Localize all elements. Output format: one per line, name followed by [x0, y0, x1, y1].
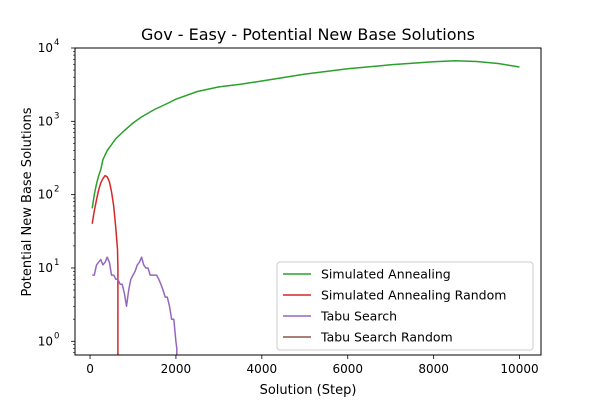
y-tick-exponent-1: 1 — [54, 258, 59, 268]
y-tick-exponent-0: 0 — [54, 331, 59, 341]
y-tick-label-4: 10 — [38, 41, 53, 55]
legend: Simulated Annealing Simulated Annealing R… — [276, 261, 534, 351]
x-tick-label-4: 8000 — [418, 362, 449, 376]
series-line-1 — [91, 174, 119, 355]
x-axis-label: Solution (Step) — [260, 383, 357, 398]
y-axis-label: Potential New Base Solutions — [20, 107, 35, 296]
x-tick-label-1: 2000 — [161, 362, 192, 376]
y-tick-label-0: 10 — [38, 334, 53, 348]
legend-label-0: Simulated Annealing — [321, 267, 451, 282]
y-tick-label-2: 10 — [38, 188, 53, 202]
y-tick-exponent-3: 3 — [54, 111, 59, 121]
legend-label-3: Tabu Search Random — [320, 330, 453, 345]
legend-label-2: Tabu Search — [320, 309, 397, 324]
y-tick-label-1: 10 — [38, 261, 53, 275]
plot-area — [91, 60, 520, 355]
series-line-2 — [92, 256, 178, 355]
legend-box — [276, 261, 534, 351]
x-axis: 0 2000 4000 6000 8000 10000 — [86, 355, 539, 376]
x-tick-label-2: 4000 — [247, 362, 278, 376]
x-tick-label-5: 10000 — [500, 362, 538, 376]
x-tick-label-3: 6000 — [332, 362, 363, 376]
chart-title: Gov - Easy - Potential New Base Solution… — [141, 25, 475, 44]
legend-label-1: Simulated Annealing Random — [321, 288, 506, 303]
x-tick-label-0: 0 — [86, 362, 94, 376]
y-tick-exponent-4: 4 — [54, 38, 59, 48]
y-tick-exponent-2: 2 — [54, 185, 59, 195]
y-tick-label-3: 10 — [38, 114, 53, 128]
series-line-0 — [91, 60, 520, 209]
